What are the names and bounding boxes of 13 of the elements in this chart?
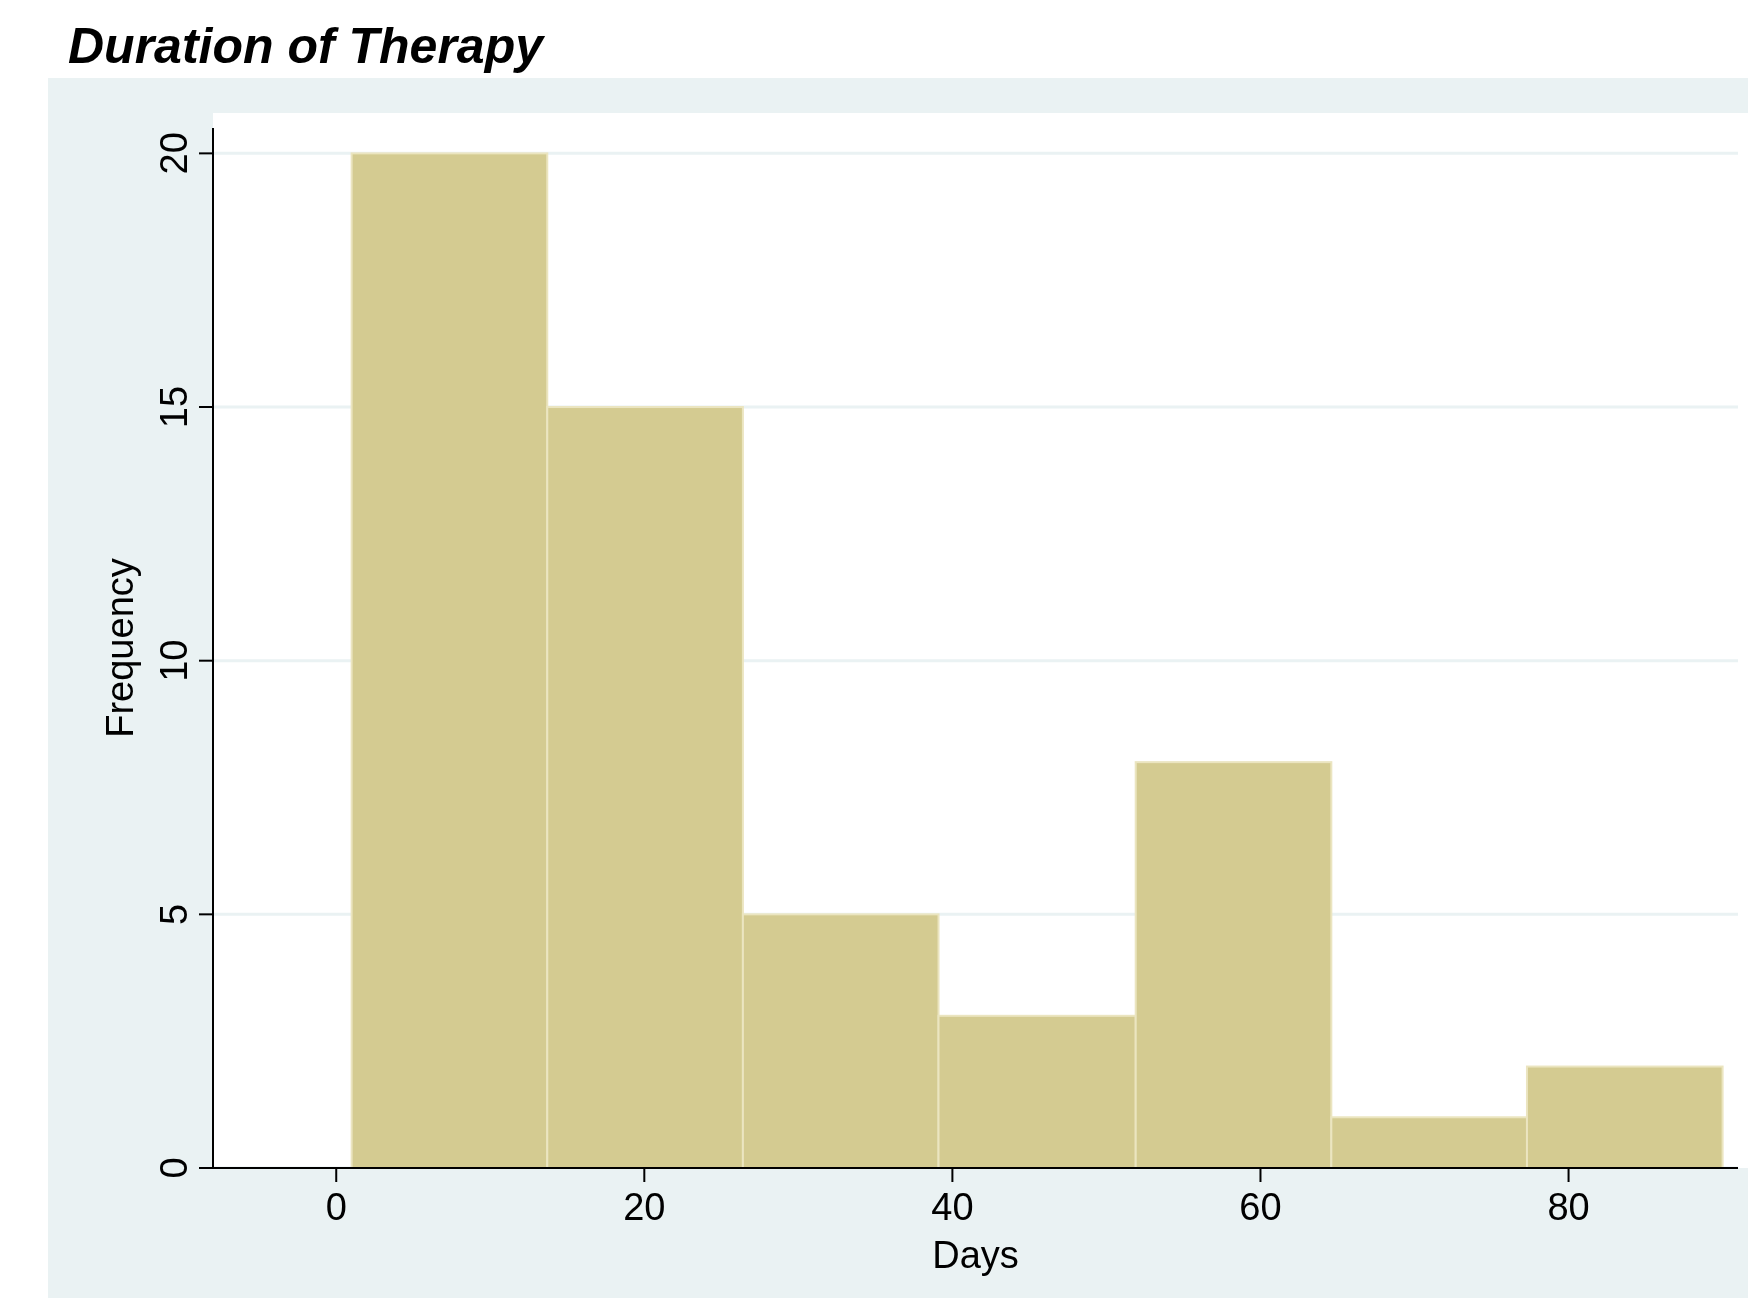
y-tick-label: 10 xyxy=(153,639,195,682)
x-tick-label: 60 xyxy=(1239,1186,1282,1228)
chart-title: Duration of Therapy xyxy=(68,18,546,74)
y-tick-label: 20 xyxy=(153,132,195,175)
x-tick-label: 0 xyxy=(325,1186,347,1228)
y-tick-label: 0 xyxy=(153,1157,195,1179)
y-axis-title: Frequency xyxy=(99,558,141,738)
y-tick-label: 15 xyxy=(153,385,195,429)
x-tick-label: 80 xyxy=(1547,1186,1590,1228)
x-axis-title: Days xyxy=(932,1234,1019,1276)
x-tick-label: 40 xyxy=(931,1186,974,1228)
y-tick-label: 5 xyxy=(153,903,195,925)
x-tick-label: 20 xyxy=(623,1186,666,1228)
